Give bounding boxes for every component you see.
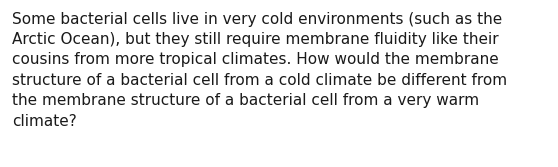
Text: Some bacterial cells live in very cold environments (such as the
Arctic Ocean), : Some bacterial cells live in very cold e… [12,12,507,129]
